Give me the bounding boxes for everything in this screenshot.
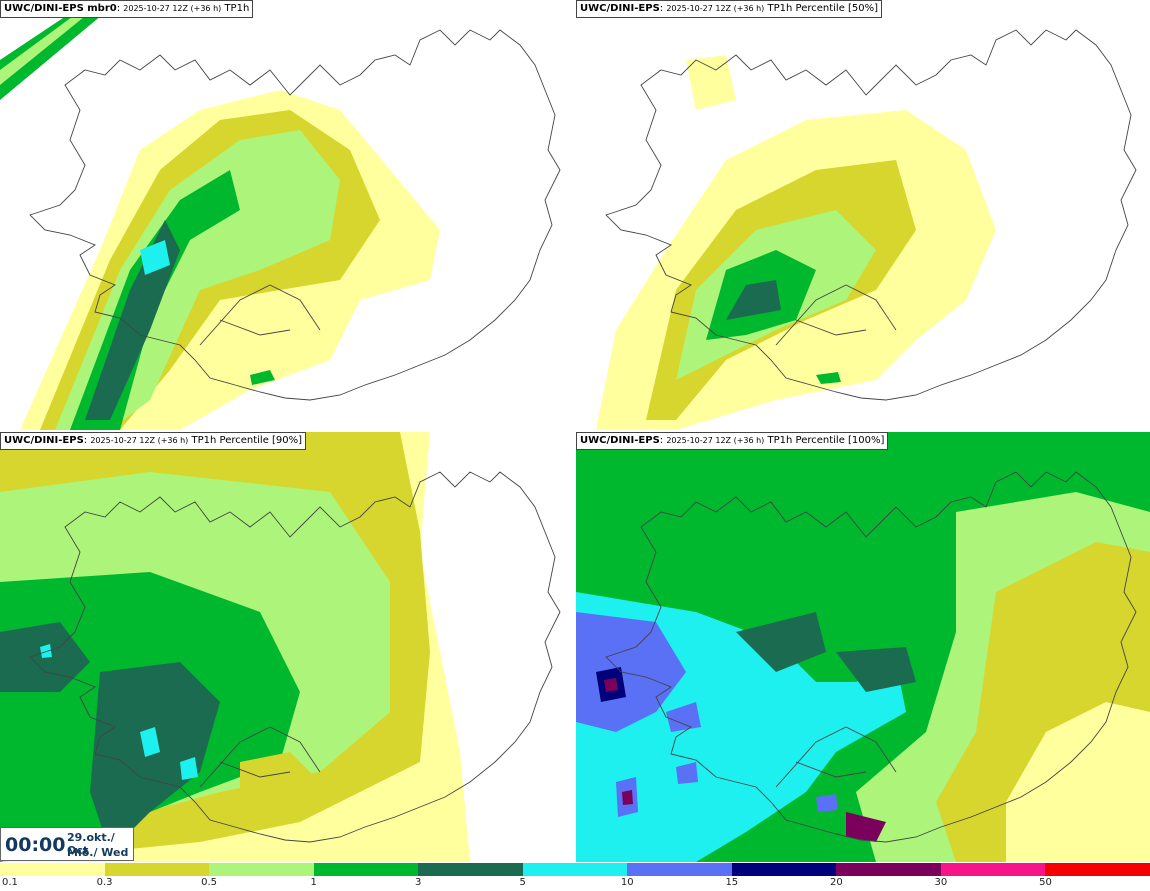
panel-model: UWC/DINI-EPS xyxy=(4,435,84,446)
panel-model: UWC/DINI-EPS mbr0 xyxy=(4,3,117,14)
valid-weekday: Mið./ Wed xyxy=(67,846,129,859)
legend-color-bin xyxy=(836,863,942,876)
legend-color-bin xyxy=(1045,863,1150,876)
legend-color-bin xyxy=(731,863,837,876)
legend-label: 20 xyxy=(829,877,843,888)
legend-label: 0.1 xyxy=(2,877,18,888)
legend-color-bin xyxy=(209,863,315,876)
legend-label: 5 xyxy=(519,877,526,888)
panel-run: 2025-10-27 12Z (+36 h) xyxy=(123,4,222,13)
legend-label: 1 xyxy=(310,877,317,888)
legend-color-bin xyxy=(313,863,419,876)
panel-run: 2025-10-27 12Z (+36 h) xyxy=(666,436,765,445)
precip-map xyxy=(596,29,1137,430)
panel-title: UWC/DINI-EPS: 2025-10-27 12Z (+36 h) TP1… xyxy=(0,432,307,450)
panel-field: TP1h Percentile [50%] xyxy=(767,3,879,14)
legend-label: 30 xyxy=(934,877,948,888)
panel-run: 2025-10-27 12Z (+36 h) xyxy=(666,4,765,13)
panel-title: UWC/DINI-EPS: 2025-10-27 12Z (+36 h) TP1… xyxy=(576,432,889,450)
legend-color-bin xyxy=(0,863,106,876)
legend-label: 50 xyxy=(1039,877,1052,888)
legend-color-bin xyxy=(522,863,628,876)
panel-title: UWC/DINI-EPS mbr0: 2025-10-27 12Z (+36 h… xyxy=(0,0,254,18)
precip-map xyxy=(0,0,561,430)
legend-label: 0.5 xyxy=(201,877,218,888)
legend-color-bin xyxy=(104,863,210,876)
legend-color-bin xyxy=(940,863,1046,876)
panel-model: UWC/DINI-EPS xyxy=(580,435,660,446)
valid-time-box: 00:00 29.okt./ Oct Mið./ Wed xyxy=(0,827,134,861)
panel-title: UWC/DINI-EPS: 2025-10-27 12Z (+36 h) TP1… xyxy=(576,0,883,18)
precip-map xyxy=(0,432,575,862)
legend-label: 15 xyxy=(725,877,739,888)
panel-field: TP1h Percentile [90%] xyxy=(191,435,303,446)
map-panel-mbr0: UWC/DINI-EPS mbr0: 2025-10-27 12Z (+36 h… xyxy=(0,0,575,430)
map-panel-p100: UWC/DINI-EPS: 2025-10-27 12Z (+36 h) TP1… xyxy=(576,432,1150,862)
panel-field: TP1h Percentile [100%] xyxy=(767,435,885,446)
legend-label: 10 xyxy=(620,877,634,888)
legend-color-bin xyxy=(627,863,733,876)
panel-run: 2025-10-27 12Z (+36 h) xyxy=(90,436,189,445)
color-legend: 0.1 0.3 0.5 1 3 5 10 15 20 30 50 xyxy=(0,862,1150,891)
legend-label: 0.3 xyxy=(96,877,113,888)
panel-model: UWC/DINI-EPS xyxy=(580,3,660,14)
panel-field: TP1h xyxy=(224,3,250,14)
legend-label: 3 xyxy=(414,877,422,888)
map-panel-p50: UWC/DINI-EPS: 2025-10-27 12Z (+36 h) TP1… xyxy=(576,0,1150,430)
valid-time-clock: 00:00 xyxy=(5,834,66,856)
precip-map xyxy=(576,432,1150,862)
legend-color-bin xyxy=(418,863,524,876)
map-panel-p90: UWC/DINI-EPS: 2025-10-27 12Z (+36 h) TP1… xyxy=(0,432,575,862)
valid-date: 29.okt./ Oct xyxy=(67,831,115,857)
